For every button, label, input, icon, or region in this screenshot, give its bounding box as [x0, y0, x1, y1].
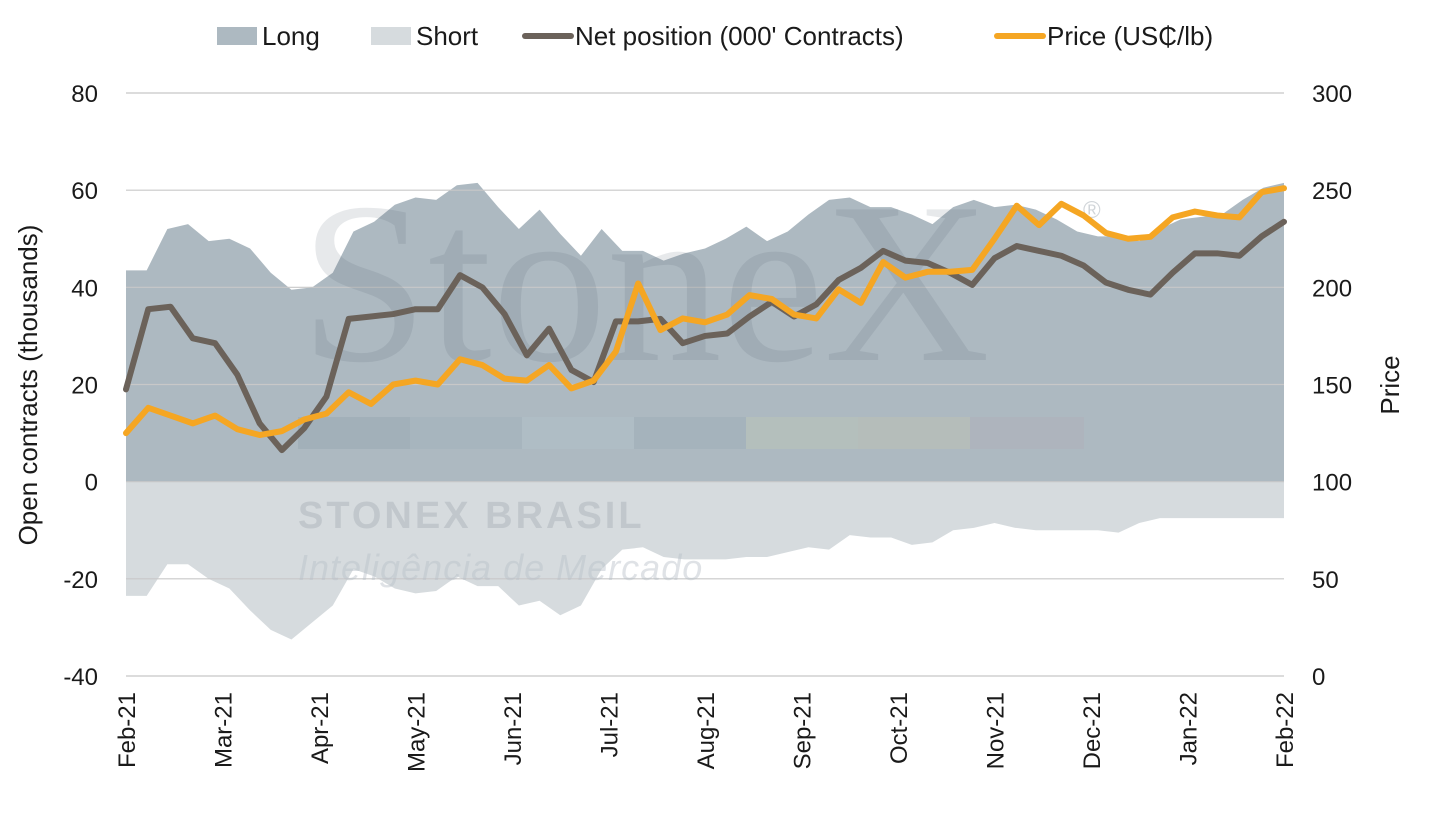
legend-label: Price (US₵/lb) [1047, 21, 1213, 51]
y-tick-label-right: 150 [1312, 373, 1352, 400]
x-tick-label: Dec-21 [1079, 692, 1106, 769]
watermark-color-bar-4 [634, 417, 746, 449]
watermark-color-bar-2 [410, 417, 522, 449]
x-tick-label: Mar-21 [211, 692, 238, 768]
y-axis-title-right: Price [1375, 355, 1405, 414]
y-tick-label-right: 0 [1312, 664, 1325, 691]
legend-item-short: Short [371, 21, 479, 51]
y-axis-title-left: Open contracts (thousands) [13, 225, 43, 546]
line-layer [123, 185, 1287, 454]
legend-item-net-position: Net position (000' Contracts) [522, 21, 904, 51]
watermark-color-bar-3 [522, 417, 634, 449]
x-tick-label: Feb-22 [1272, 692, 1299, 768]
line-series-price [123, 185, 1287, 439]
x-tick-label: May-21 [404, 692, 431, 772]
line-series-net-position [123, 218, 1287, 454]
legend-item-long: Long [217, 21, 320, 51]
y-tick-label-right: 50 [1312, 567, 1339, 594]
y-tick-label-left: 80 [71, 81, 98, 108]
watermark-color-bar-5 [746, 417, 858, 449]
y-tick-label-left: -40 [63, 664, 98, 691]
x-tick-label: Apr-21 [307, 692, 334, 764]
y-tick-label-left: 60 [71, 178, 98, 205]
watermark-color-bar-1 [298, 417, 410, 449]
legend-item-price: Price (US₵/lb) [994, 21, 1213, 51]
x-tick-label: Sep-21 [790, 692, 817, 769]
y-tick-label-right: 100 [1312, 470, 1352, 497]
x-tick-label: Jun-21 [500, 692, 527, 765]
grid-layer [126, 92, 1284, 677]
legend-swatch [371, 27, 411, 45]
x-tick-label: Feb-21 [114, 692, 141, 768]
x-tick-label: Oct-21 [886, 692, 913, 764]
legend-label: Short [416, 21, 479, 51]
watermark-company: STONEX BRASIL [298, 495, 645, 537]
legend-label: Net position (000' Contracts) [575, 21, 904, 51]
area-series-short [126, 481, 1284, 640]
legend-label: Long [262, 21, 320, 51]
x-tick-label: Aug-21 [693, 692, 720, 769]
y-tick-label-left: -20 [63, 567, 98, 594]
watermark-tagline: Inteligência de Mercado [298, 547, 703, 588]
watermark-brand: StoneX [300, 155, 990, 410]
axes-layer: Open contracts (thousands) Price -40 -20 0… [13, 81, 1405, 772]
y-tick-label-left: 40 [71, 275, 98, 302]
y-tick-label-right: 250 [1312, 178, 1352, 205]
watermark-color-bar-6 [858, 417, 970, 449]
y-tick-label-left: 0 [85, 470, 98, 497]
watermark-color-bar-7 [970, 417, 1084, 449]
x-tick-label: Jul-21 [597, 692, 624, 757]
x-tick-label: Nov-21 [983, 692, 1010, 769]
y-tick-label-right: 200 [1312, 275, 1352, 302]
x-tick-label: Jan-22 [1176, 692, 1203, 765]
legend-swatch [217, 27, 257, 45]
y-tick-label-right: 300 [1312, 81, 1352, 108]
y-tick-label-left: 20 [71, 373, 98, 400]
legend: Long Short Net position (000' Contracts) Pr… [217, 21, 1213, 51]
